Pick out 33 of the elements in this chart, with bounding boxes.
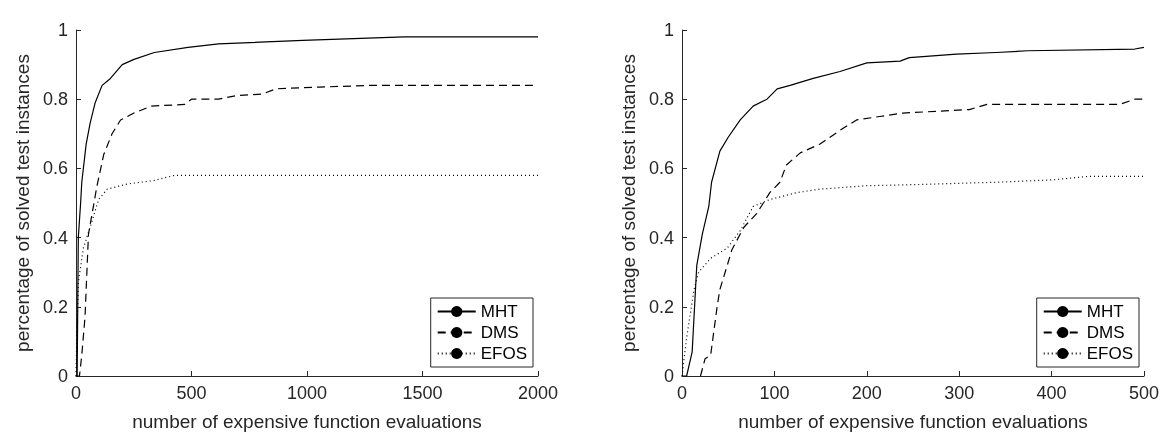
legend-label: MHT — [1086, 302, 1124, 321]
y-tick-label: 0.8 — [648, 89, 674, 110]
x-tick-label: 0 — [70, 383, 82, 403]
y-axis-title: percentage of solved test instances — [12, 54, 34, 352]
x-tick-label: 500 — [1128, 383, 1160, 403]
legend-label: EFOS — [480, 344, 528, 363]
y-tick-label: 0.6 — [648, 158, 674, 179]
y-tick-label: 0.4 — [42, 227, 68, 248]
y-tick-label: 0.2 — [42, 296, 68, 317]
y-tick-label: 1 — [57, 20, 68, 40]
x-axis-title: number of expensive function evaluations — [738, 411, 1088, 432]
y-tick-label: 1 — [663, 20, 674, 40]
legend-label: DMS — [1086, 323, 1125, 342]
y-tick-label: 0.6 — [42, 158, 68, 179]
x-tick-label: 1000 — [286, 383, 328, 403]
y-tick-label: 0.2 — [648, 296, 674, 317]
x-tick-label: 400 — [1036, 383, 1067, 403]
y-tick-label: 0 — [663, 366, 674, 386]
legend-label: EFOS — [1086, 344, 1134, 363]
legend-label: MHT — [480, 302, 518, 321]
x-tick-label: 300 — [944, 383, 975, 403]
y-tick-label: 0 — [57, 366, 68, 386]
x-axis-title: number of expensive function evaluations — [132, 411, 482, 432]
x-tick-label: 200 — [851, 383, 882, 403]
x-tick-label: 0 — [676, 383, 688, 403]
x-tick-label: 2000 — [517, 383, 559, 403]
y-tick-label: 0.8 — [42, 89, 68, 110]
x-tick-label: 1500 — [402, 383, 443, 403]
x-tick-label: 500 — [176, 383, 207, 403]
y-axis-title: percentage of solved test instances — [618, 54, 640, 352]
x-tick-label: 100 — [759, 383, 790, 403]
y-tick-label: 0.4 — [648, 227, 674, 248]
legend-label: DMS — [480, 323, 519, 342]
